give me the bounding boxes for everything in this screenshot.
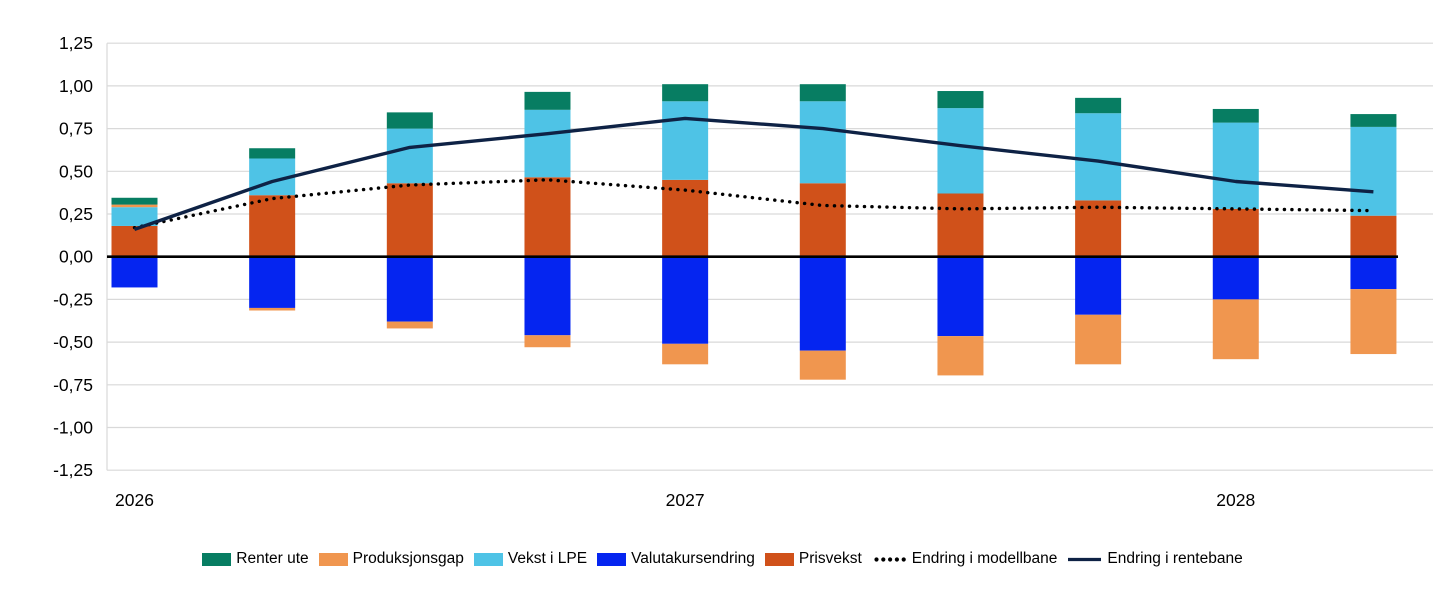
y-axis-label-0,00: 0,00: [59, 247, 93, 267]
bar-segment-2027Q4-produksjonsgap: [1075, 314, 1122, 365]
legend-dot: [880, 557, 886, 562]
bar-segment-2028Q1-vekst-i-lpe: [1212, 122, 1259, 209]
legend-item-endring-i-modellbane: Endring i modellbane: [872, 550, 1058, 568]
legend-swatch-valutakursendring: [597, 552, 627, 566]
bar-segment-2028Q2-renter-ute: [1350, 114, 1397, 127]
legend-swatch-prisvekst: [764, 552, 794, 566]
bar-segment-2026Q4-renter-ute: [524, 91, 571, 110]
bar-segment-2026Q2-renter-ute: [249, 148, 296, 159]
bar-segment-2027Q2-produksjonsgap: [799, 350, 846, 380]
bar-segment-2026Q3-prisvekst: [386, 183, 433, 257]
legend-label-valutakursendring: Valutakursendring: [631, 550, 755, 568]
legend-label-prisvekst: Prisvekst: [798, 550, 862, 568]
bar-segment-2027Q2-vekst-i-lpe: [799, 101, 846, 184]
bar-segment-2028Q1-produksjonsgap: [1212, 299, 1259, 360]
bar-segment-2026Q3-renter-ute: [386, 112, 433, 129]
bar-segment-2026Q4-vekst-i-lpe: [524, 109, 571, 178]
bar-segment-2027Q1-valutakursendring: [662, 256, 709, 344]
bar-segment-2026Q2-produksjonsgap: [249, 307, 296, 311]
y-axis-label--1,25: -1,25: [53, 460, 93, 480]
legend-marker-endring-i-modellbane-dotted-icon: [874, 557, 906, 562]
legend-item-endring-i-rentebane: Endring i rentebane: [1067, 550, 1243, 568]
legend-item-produksjonsgap: Produksjonsgap: [318, 550, 464, 568]
bar-segment-2027Q4-prisvekst: [1075, 200, 1122, 257]
legend-marker-endring-i-rentebane-line-icon: [1068, 557, 1102, 562]
chart-legend: Renter ute Produksjonsgap Vekst i LPE Valut…: [0, 544, 1445, 574]
legend-label-vekst-i-lpe: Vekst i LPE: [507, 550, 588, 568]
bar-segment-2027Q3-valutakursendring: [937, 256, 984, 337]
legend-dot: [874, 557, 879, 562]
legend-dot: [894, 557, 899, 562]
bar-segment-2026Q1-produksjonsgap: [111, 204, 158, 208]
legend-swatch-produksjonsgap: [318, 552, 348, 566]
bar-segment-2027Q1-produksjonsgap: [662, 343, 709, 365]
line-endring-i-rentebane: [133, 116, 1374, 232]
bar-segment-2028Q2-produksjonsgap: [1350, 289, 1397, 355]
x-axis-label-2028: 2028: [1216, 490, 1255, 510]
bar-segment-2027Q2-prisvekst: [799, 183, 846, 257]
bar-segment-2026Q2-valutakursendring: [249, 256, 296, 308]
legend-item-renter-ute: Renter ute: [202, 550, 309, 568]
chart-plot-area: 1,25 1,00 0,75 0,50 0,25 0,00 -0,25 -0,50 -0,75 -…: [53, 33, 1433, 510]
y-axis-label--0,50: -0,50: [53, 332, 93, 352]
line-endring-i-modellbane: [132, 178, 1376, 230]
bar-segment-2028Q1-prisvekst: [1212, 208, 1259, 257]
y-axis-label-1,25: 1,25: [59, 33, 93, 53]
bar-segment-2028Q1-renter-ute: [1212, 108, 1259, 123]
bar-segment-2027Q2-valutakursendring: [799, 256, 846, 351]
x-axis-label-2026: 2026: [115, 490, 154, 510]
bar-segment-2026Q1-vekst-i-lpe: [111, 207, 158, 226]
legend-swatch-vekst-i-lpe: [473, 552, 503, 566]
y-axis-label-0,75: 0,75: [59, 119, 93, 139]
bar-segment-2027Q3-vekst-i-lpe: [937, 108, 984, 194]
legend-dot: [901, 557, 906, 562]
legend-item-prisvekst: Prisvekst: [764, 550, 862, 568]
legend-dot: [887, 557, 892, 562]
bar-segment-2026Q4-prisvekst: [524, 177, 571, 257]
bar-segment-2026Q4-valutakursendring: [524, 256, 571, 336]
bar-segment-2026Q1-valutakursendring: [111, 256, 158, 288]
bar-segment-2028Q1-valutakursendring: [1212, 256, 1259, 300]
bar-segment-2027Q1-renter-ute: [662, 84, 709, 102]
legend-item-vekst-i-lpe: Vekst i LPE: [473, 550, 588, 568]
bar-segment-2026Q3-vekst-i-lpe: [386, 128, 433, 184]
bar-segment-2028Q2-valutakursendring: [1350, 256, 1397, 290]
legend-label-produksjonsgap: Produksjonsgap: [352, 550, 464, 568]
y-axis-label--0,25: -0,25: [53, 289, 93, 309]
bar-segment-2027Q3-produksjonsgap: [937, 336, 984, 376]
y-axis-label--1,00: -1,00: [53, 418, 93, 438]
bar-segment-2026Q4-produksjonsgap: [524, 335, 571, 348]
bar-segment-2027Q4-renter-ute: [1075, 97, 1122, 114]
y-axis-label-0,25: 0,25: [59, 204, 93, 224]
bar-segment-2027Q2-renter-ute: [799, 84, 846, 102]
bar-segment-2027Q3-prisvekst: [937, 193, 984, 257]
y-axis-label--0,75: -0,75: [53, 375, 93, 395]
bar-segment-2027Q4-valutakursendring: [1075, 256, 1122, 315]
bar-segment-2026Q1-prisvekst: [111, 225, 158, 257]
bar-segment-2028Q2-vekst-i-lpe: [1350, 126, 1397, 216]
bar-segment-2026Q2-prisvekst: [249, 195, 296, 257]
bar-segment-2026Q3-produksjonsgap: [386, 321, 433, 329]
bar-segment-2027Q3-renter-ute: [937, 91, 984, 109]
bar-segment-2026Q1-renter-ute: [111, 197, 158, 205]
legend-label-endring-i-rentebane: Endring i rentebane: [1107, 550, 1243, 568]
bar-segment-2027Q1-vekst-i-lpe: [662, 101, 709, 180]
legend-label-renter-ute: Renter ute: [236, 550, 309, 568]
bar-segment-2027Q4-vekst-i-lpe: [1075, 113, 1122, 201]
y-axis-label-1,00: 1,00: [59, 76, 93, 96]
bar-segment-2028Q2-prisvekst: [1350, 215, 1397, 257]
legend-swatch-renter-ute: [202, 552, 232, 566]
bar-segment-2026Q3-valutakursendring: [386, 256, 433, 322]
legend-label-endring-i-modellbane: Endring i modellbane: [911, 550, 1058, 568]
y-axis-label-0,50: 0,50: [59, 161, 93, 181]
legend-item-valutakursendring: Valutakursendring: [597, 551, 755, 567]
x-axis-label-2027: 2027: [666, 490, 705, 510]
